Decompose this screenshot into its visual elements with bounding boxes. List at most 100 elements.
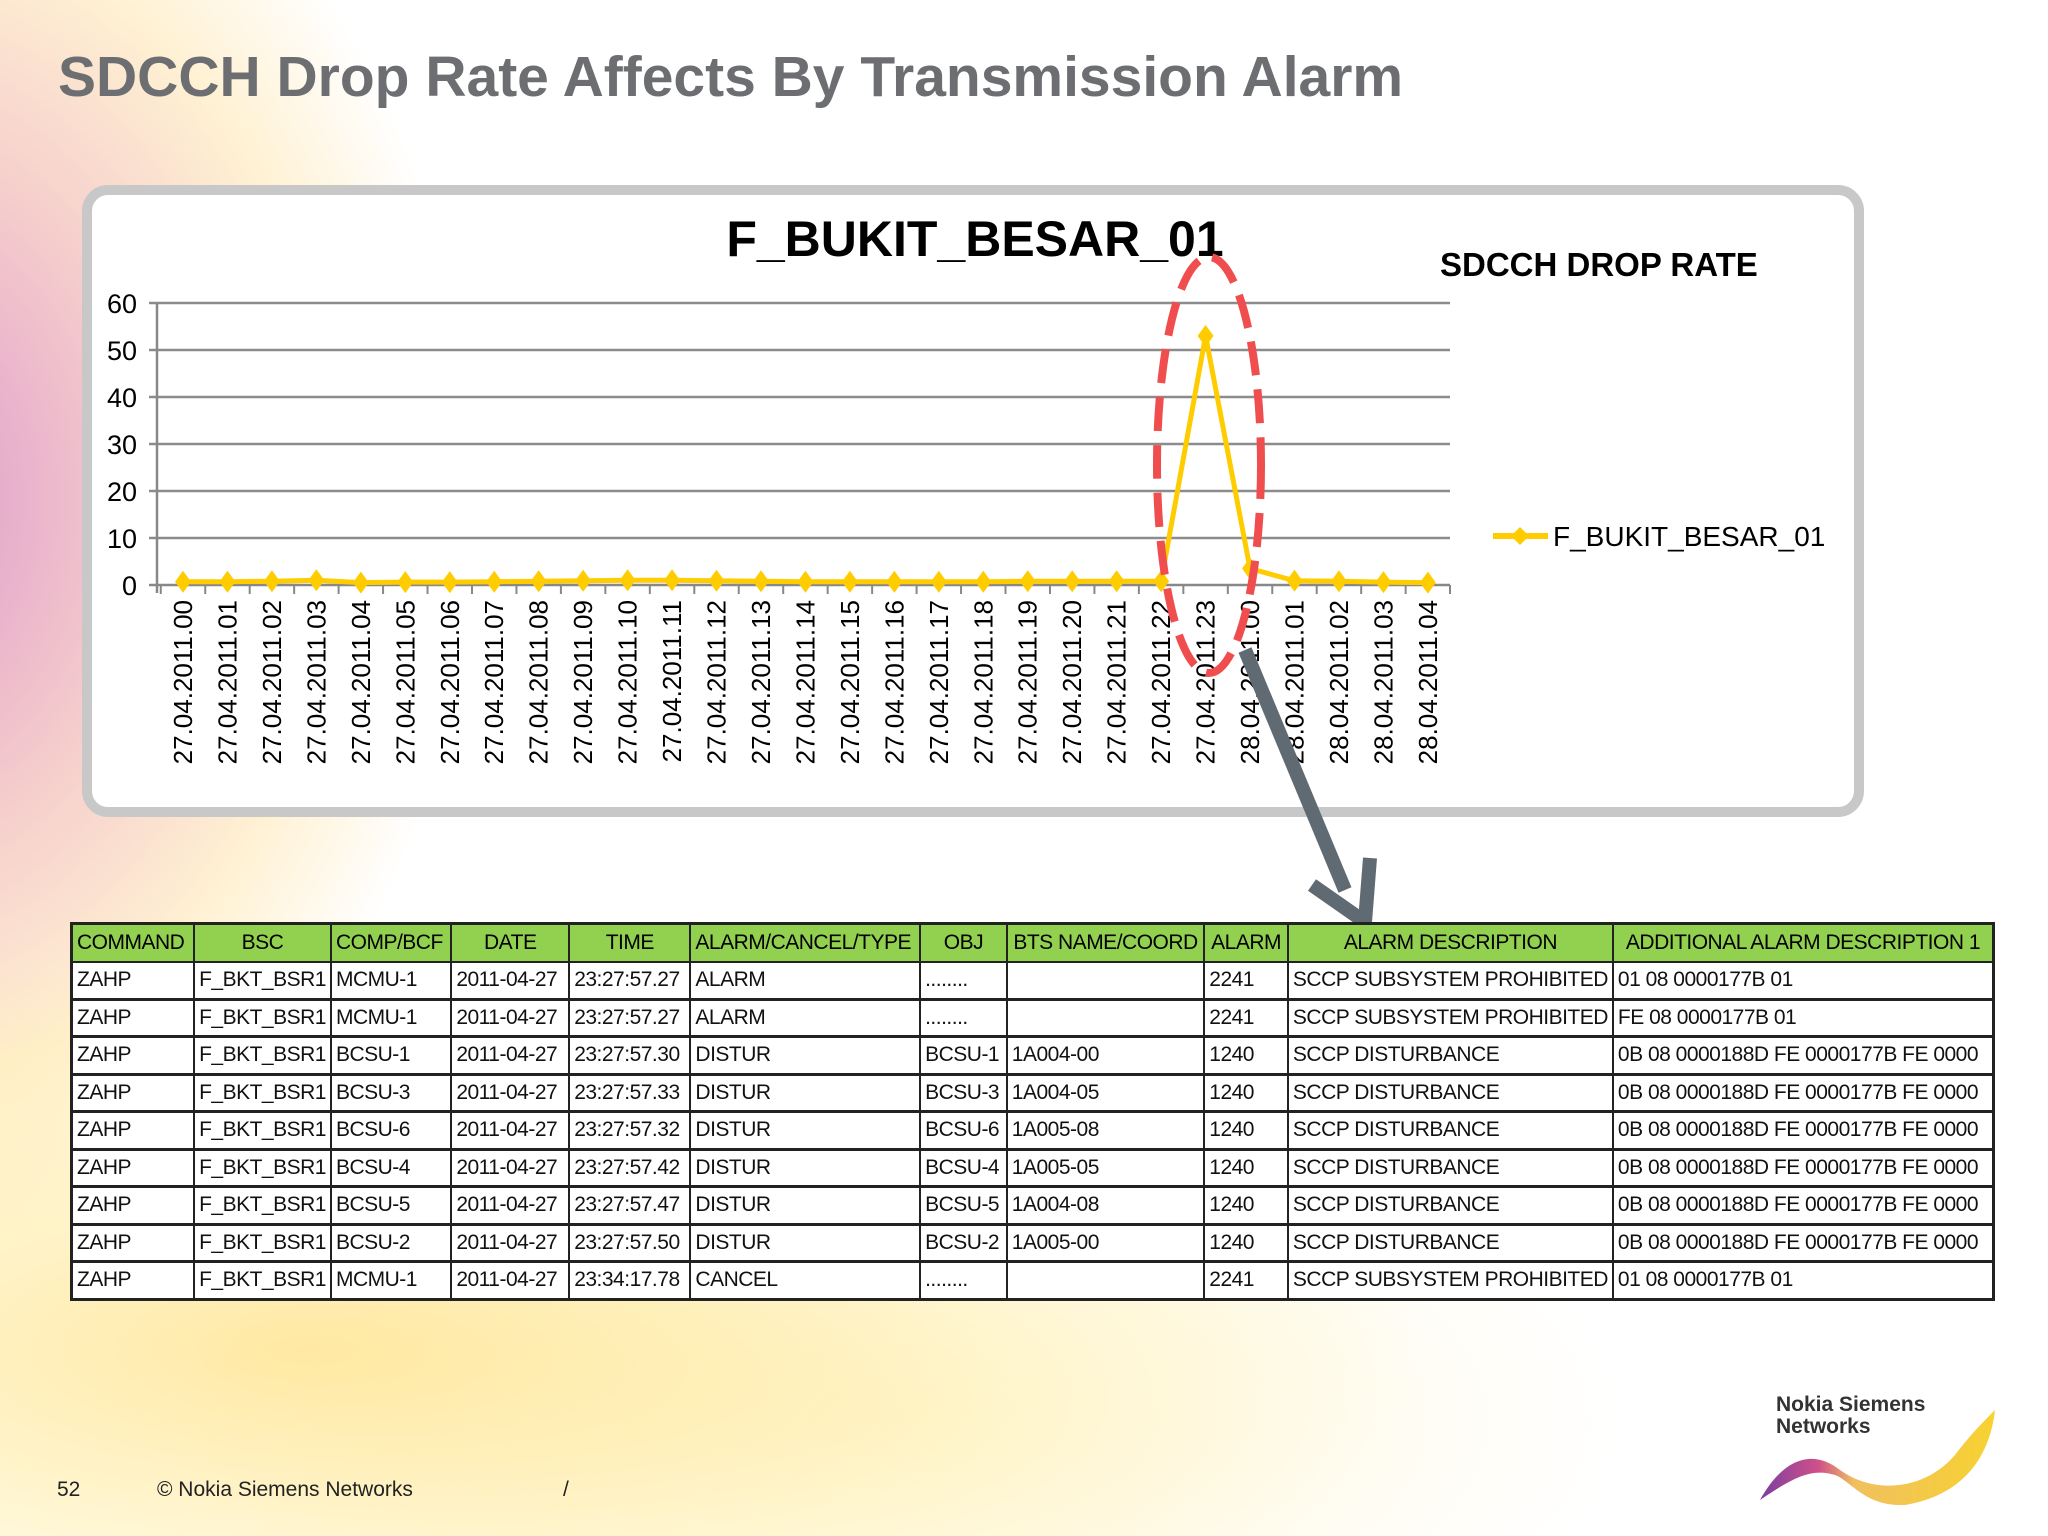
table-row: ZAHP F_BKT_BSR1 MCMU-1 2011-04-27 23:27:57.2…	[70, 962, 1995, 1001]
table-cell	[1005, 1261, 1206, 1301]
data-point-marker	[752, 570, 769, 593]
data-point-marker	[841, 570, 858, 593]
column-header: COMMAND	[70, 922, 196, 963]
copyright: © Nokia Siemens Networks	[157, 1478, 413, 1501]
company-logo: Nokia Siemens Networks	[1776, 1394, 1925, 1438]
table-cell: 23:34:17.78	[568, 1261, 692, 1301]
data-point-marker	[486, 570, 503, 593]
table-cell: ZAHP	[70, 999, 196, 1038]
table-cell: 1240	[1203, 1224, 1289, 1263]
x-tick-label: 27.04.2011.20	[1057, 600, 1087, 764]
data-point-marker	[619, 569, 636, 592]
y-tick-label: 20	[107, 477, 137, 507]
table-cell: BCSU-1	[329, 1036, 453, 1076]
data-point-marker	[352, 571, 369, 594]
table-cell: 2011-04-27	[450, 1074, 571, 1113]
table-cell: 01 08 0000177B 01	[1611, 962, 1995, 1001]
table-cell: ........	[919, 962, 1008, 1001]
table-cell: 1A005-05	[1005, 1149, 1206, 1188]
data-point-marker	[1375, 571, 1392, 594]
column-header: BTS NAME/COORD	[1005, 922, 1206, 963]
x-tick-label: 28.04.2011.03	[1368, 600, 1398, 764]
x-tick-label: 27.04.2011.21	[1102, 600, 1132, 764]
column-header: ADDITIONAL ALARM DESCRIPTION 1	[1611, 922, 1995, 963]
data-point-marker	[1019, 570, 1036, 593]
table-row: ZAHP F_BKT_BSR1 BCSU-4 2011-04-27 23:27:57.4…	[70, 1149, 1995, 1188]
data-point-marker	[1197, 324, 1214, 347]
slide-title: SDCCH Drop Rate Affects By Transmission …	[58, 45, 1404, 109]
table-cell: F_BKT_BSR1	[193, 1149, 332, 1188]
data-point-marker	[1330, 570, 1347, 593]
table-cell: DISTUR	[689, 1074, 922, 1113]
table-cell: 1A004-00	[1005, 1036, 1206, 1076]
table-cell: 23:27:57.27	[568, 999, 692, 1038]
table-cell: 0B 08 0000188D FE 0000177B FE 0000	[1611, 1036, 1995, 1076]
table-cell: BCSU-4	[329, 1149, 453, 1188]
data-point-marker	[397, 571, 414, 594]
table-row: ZAHP F_BKT_BSR1 BCSU-5 2011-04-27 23:27:57.4…	[70, 1186, 1995, 1226]
table-cell: MCMU-1	[329, 962, 453, 1001]
table-cell: 23:27:57.30	[568, 1036, 692, 1076]
logo-line-2: Networks	[1776, 1415, 1871, 1438]
column-header: COMP/BCF	[329, 922, 453, 963]
table-cell: F_BKT_BSR1	[193, 999, 332, 1038]
x-tick-label: 27.04.2011.12	[702, 600, 732, 764]
legend-marker-icon	[1511, 527, 1529, 545]
data-point-marker	[930, 570, 947, 593]
table-cell: 2011-04-27	[450, 1036, 571, 1076]
table-row: ZAHP F_BKT_BSR1 MCMU-1 2011-04-27 23:34:17.7…	[70, 1261, 1995, 1301]
table-cell: 23:27:57.50	[568, 1224, 692, 1263]
data-point-marker	[1153, 570, 1170, 593]
x-tick-label: 27.04.2011.22	[1146, 600, 1176, 764]
x-tick-label: 27.04.2011.13	[746, 600, 776, 764]
table-cell: 23:27:57.47	[568, 1186, 692, 1226]
table-cell: 0B 08 0000188D FE 0000177B FE 0000	[1611, 1149, 1995, 1188]
alarm-table: COMMAND BSC COMP/BCF DATE TIME ALARM/CANCEL/T…	[70, 922, 1995, 1301]
table-cell: F_BKT_BSR1	[193, 1261, 332, 1301]
table-cell: F_BKT_BSR1	[193, 1224, 332, 1263]
table-cell: ZAHP	[70, 1224, 196, 1263]
table-cell: 0B 08 0000188D FE 0000177B FE 0000	[1611, 1111, 1995, 1151]
table-cell: F_BKT_BSR1	[193, 1111, 332, 1151]
table-cell: BCSU-1	[919, 1036, 1008, 1076]
table-cell: 23:27:57.32	[568, 1111, 692, 1151]
column-header: BSC	[193, 922, 332, 963]
table-cell: ALARM	[689, 999, 922, 1038]
x-tick-label: 27.04.2011.05	[390, 600, 420, 764]
table-cell: SCCP DISTURBANCE	[1286, 1149, 1614, 1188]
table-cell: SCCP DISTURBANCE	[1286, 1224, 1614, 1263]
table-cell: 23:27:57.27	[568, 962, 692, 1001]
y-tick-label: 10	[107, 524, 137, 554]
table-cell: ZAHP	[70, 1111, 196, 1151]
table-cell: BCSU-6	[329, 1111, 453, 1151]
x-tick-label: 27.04.2011.10	[613, 600, 643, 764]
table-cell: CANCEL	[689, 1261, 922, 1301]
table-cell: ZAHP	[70, 1036, 196, 1076]
x-tick-label: 27.04.2011.07	[479, 600, 509, 764]
table-cell: SCCP SUBSYSTEM PROHIBITED	[1286, 1261, 1614, 1301]
chart-title: F_BUKIT_BESAR_01	[726, 211, 1223, 267]
x-tick-label: 27.04.2011.06	[435, 600, 465, 764]
x-tick-label: 27.04.2011.19	[1013, 600, 1043, 764]
chart-frame	[82, 185, 1864, 817]
x-tick-label: 27.04.2011.17	[924, 600, 954, 764]
table-cell: BCSU-5	[919, 1186, 1008, 1226]
table-cell: F_BKT_BSR1	[193, 1186, 332, 1226]
column-header: ALARM/CANCEL/TYPE	[689, 922, 922, 963]
y-tick-label: 30	[107, 430, 137, 460]
table-cell: ZAHP	[70, 962, 196, 1001]
table-cell: ZAHP	[70, 1261, 196, 1301]
legend-label: F_BUKIT_BESAR_01	[1553, 521, 1825, 552]
logo-line-1: Nokia Siemens	[1776, 1393, 1926, 1416]
table-cell: DISTUR	[689, 1224, 922, 1263]
x-tick-label: 27.04.2011.16	[879, 600, 909, 764]
table-cell: BCSU-4	[919, 1149, 1008, 1188]
table-cell	[1005, 962, 1206, 1001]
table-cell: 2011-04-27	[450, 1111, 571, 1151]
table-cell: 23:27:57.33	[568, 1074, 692, 1113]
data-point-marker	[441, 571, 458, 594]
table-cell: 1240	[1203, 1036, 1289, 1076]
table-cell: F_BKT_BSR1	[193, 1036, 332, 1076]
data-point-marker	[1108, 570, 1125, 593]
data-point-marker	[219, 570, 236, 593]
